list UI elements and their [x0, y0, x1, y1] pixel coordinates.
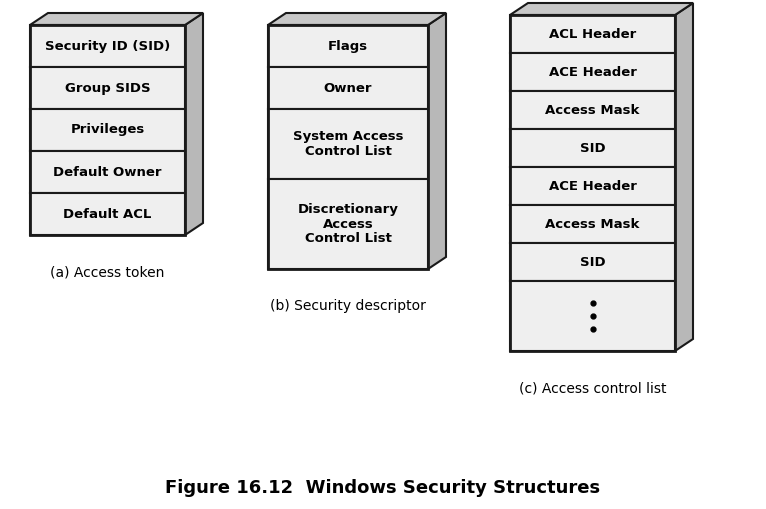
Polygon shape	[510, 91, 675, 129]
Text: Default Owner: Default Owner	[54, 165, 162, 179]
Polygon shape	[185, 13, 203, 235]
Text: ACE Header: ACE Header	[548, 180, 637, 192]
Text: Owner: Owner	[324, 81, 372, 95]
Text: (b) Security descriptor: (b) Security descriptor	[270, 299, 426, 313]
Polygon shape	[510, 129, 675, 167]
Text: Figure 16.12  Windows Security Structures: Figure 16.12 Windows Security Structures	[165, 479, 601, 497]
Text: SID: SID	[580, 142, 605, 155]
Polygon shape	[510, 281, 675, 351]
Text: Privileges: Privileges	[70, 124, 145, 136]
Text: Group SIDS: Group SIDS	[64, 81, 150, 95]
Text: Flags: Flags	[328, 40, 368, 52]
Polygon shape	[510, 3, 693, 15]
Polygon shape	[510, 167, 675, 205]
Polygon shape	[268, 67, 428, 109]
Polygon shape	[268, 179, 428, 269]
Polygon shape	[510, 15, 675, 53]
Polygon shape	[30, 67, 185, 109]
Text: Security ID (SID): Security ID (SID)	[45, 40, 170, 52]
Text: Discretionary
Access
Control List: Discretionary Access Control List	[297, 203, 398, 245]
Polygon shape	[30, 25, 185, 67]
Text: ACE Header: ACE Header	[548, 66, 637, 78]
Polygon shape	[30, 109, 185, 151]
Text: SID: SID	[580, 256, 605, 269]
Polygon shape	[428, 13, 446, 269]
Text: Default ACL: Default ACL	[64, 208, 152, 220]
Text: ACL Header: ACL Header	[549, 27, 636, 41]
Polygon shape	[675, 3, 693, 351]
Polygon shape	[510, 53, 675, 91]
Text: System Access
Control List: System Access Control List	[293, 130, 403, 158]
Polygon shape	[30, 13, 203, 25]
Polygon shape	[268, 13, 446, 25]
Polygon shape	[510, 205, 675, 243]
Text: (c) Access control list: (c) Access control list	[519, 381, 666, 395]
Text: Access Mask: Access Mask	[545, 217, 640, 231]
Polygon shape	[510, 243, 675, 281]
Polygon shape	[268, 25, 428, 67]
Polygon shape	[30, 151, 185, 193]
Polygon shape	[268, 109, 428, 179]
Text: (a) Access token: (a) Access token	[51, 265, 165, 279]
Text: Access Mask: Access Mask	[545, 103, 640, 117]
Polygon shape	[30, 193, 185, 235]
